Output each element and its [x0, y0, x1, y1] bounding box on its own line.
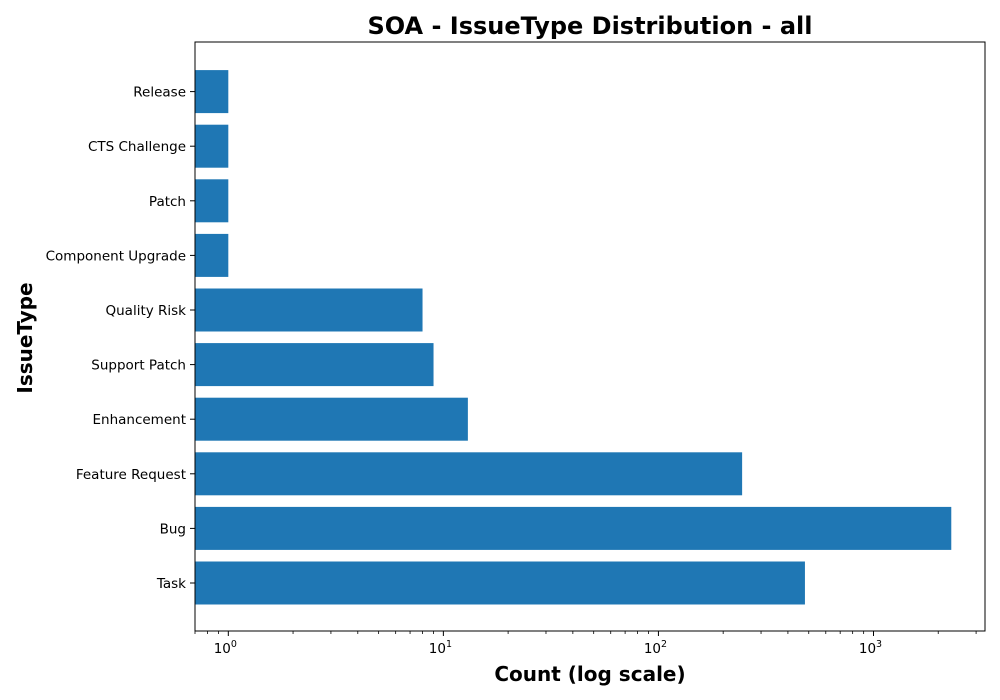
bars-layer: [195, 70, 952, 605]
y-axis-label: IssueType: [13, 282, 37, 393]
bar-component-upgrade: [195, 233, 229, 277]
bar-task: [195, 561, 805, 605]
x-tick-label: 102: [644, 639, 667, 657]
y-tick-label: Quality Risk: [105, 303, 186, 319]
bar-patch: [195, 179, 229, 223]
bar-release: [195, 70, 229, 114]
y-tick-label: Patch: [149, 194, 186, 210]
x-axis-label: Count (log scale): [494, 662, 685, 686]
bar-bug: [195, 506, 952, 550]
y-ticks-layer: Task Bug Feature Request Enhancement Support…: [46, 85, 195, 592]
bar-support-patch: [195, 343, 434, 387]
y-tick-label: Feature Request: [76, 467, 186, 483]
x-tick-label: 103: [859, 639, 882, 657]
bar-quality-risk: [195, 288, 423, 332]
y-tick-label: Bug: [160, 521, 186, 537]
x-ticks-layer: 100 101 102 103: [194, 631, 977, 657]
bar-cts-challenge: [195, 124, 229, 168]
y-tick-label: Release: [133, 85, 186, 101]
y-tick-label: CTS Challenge: [88, 139, 186, 155]
x-tick-label: 101: [429, 639, 452, 657]
y-tick-label: Support Patch: [91, 358, 186, 374]
plot-frame: [194, 41, 986, 632]
x-tick-label: 100: [214, 639, 237, 657]
bar-enhancement: [195, 397, 468, 441]
y-tick-label: Task: [156, 576, 186, 592]
chart-title: SOA - IssueType Distribution - all: [368, 12, 813, 40]
y-tick-label: Enhancement: [92, 412, 186, 428]
bar-feature-request: [195, 452, 743, 496]
y-tick-label: Component Upgrade: [46, 248, 186, 264]
